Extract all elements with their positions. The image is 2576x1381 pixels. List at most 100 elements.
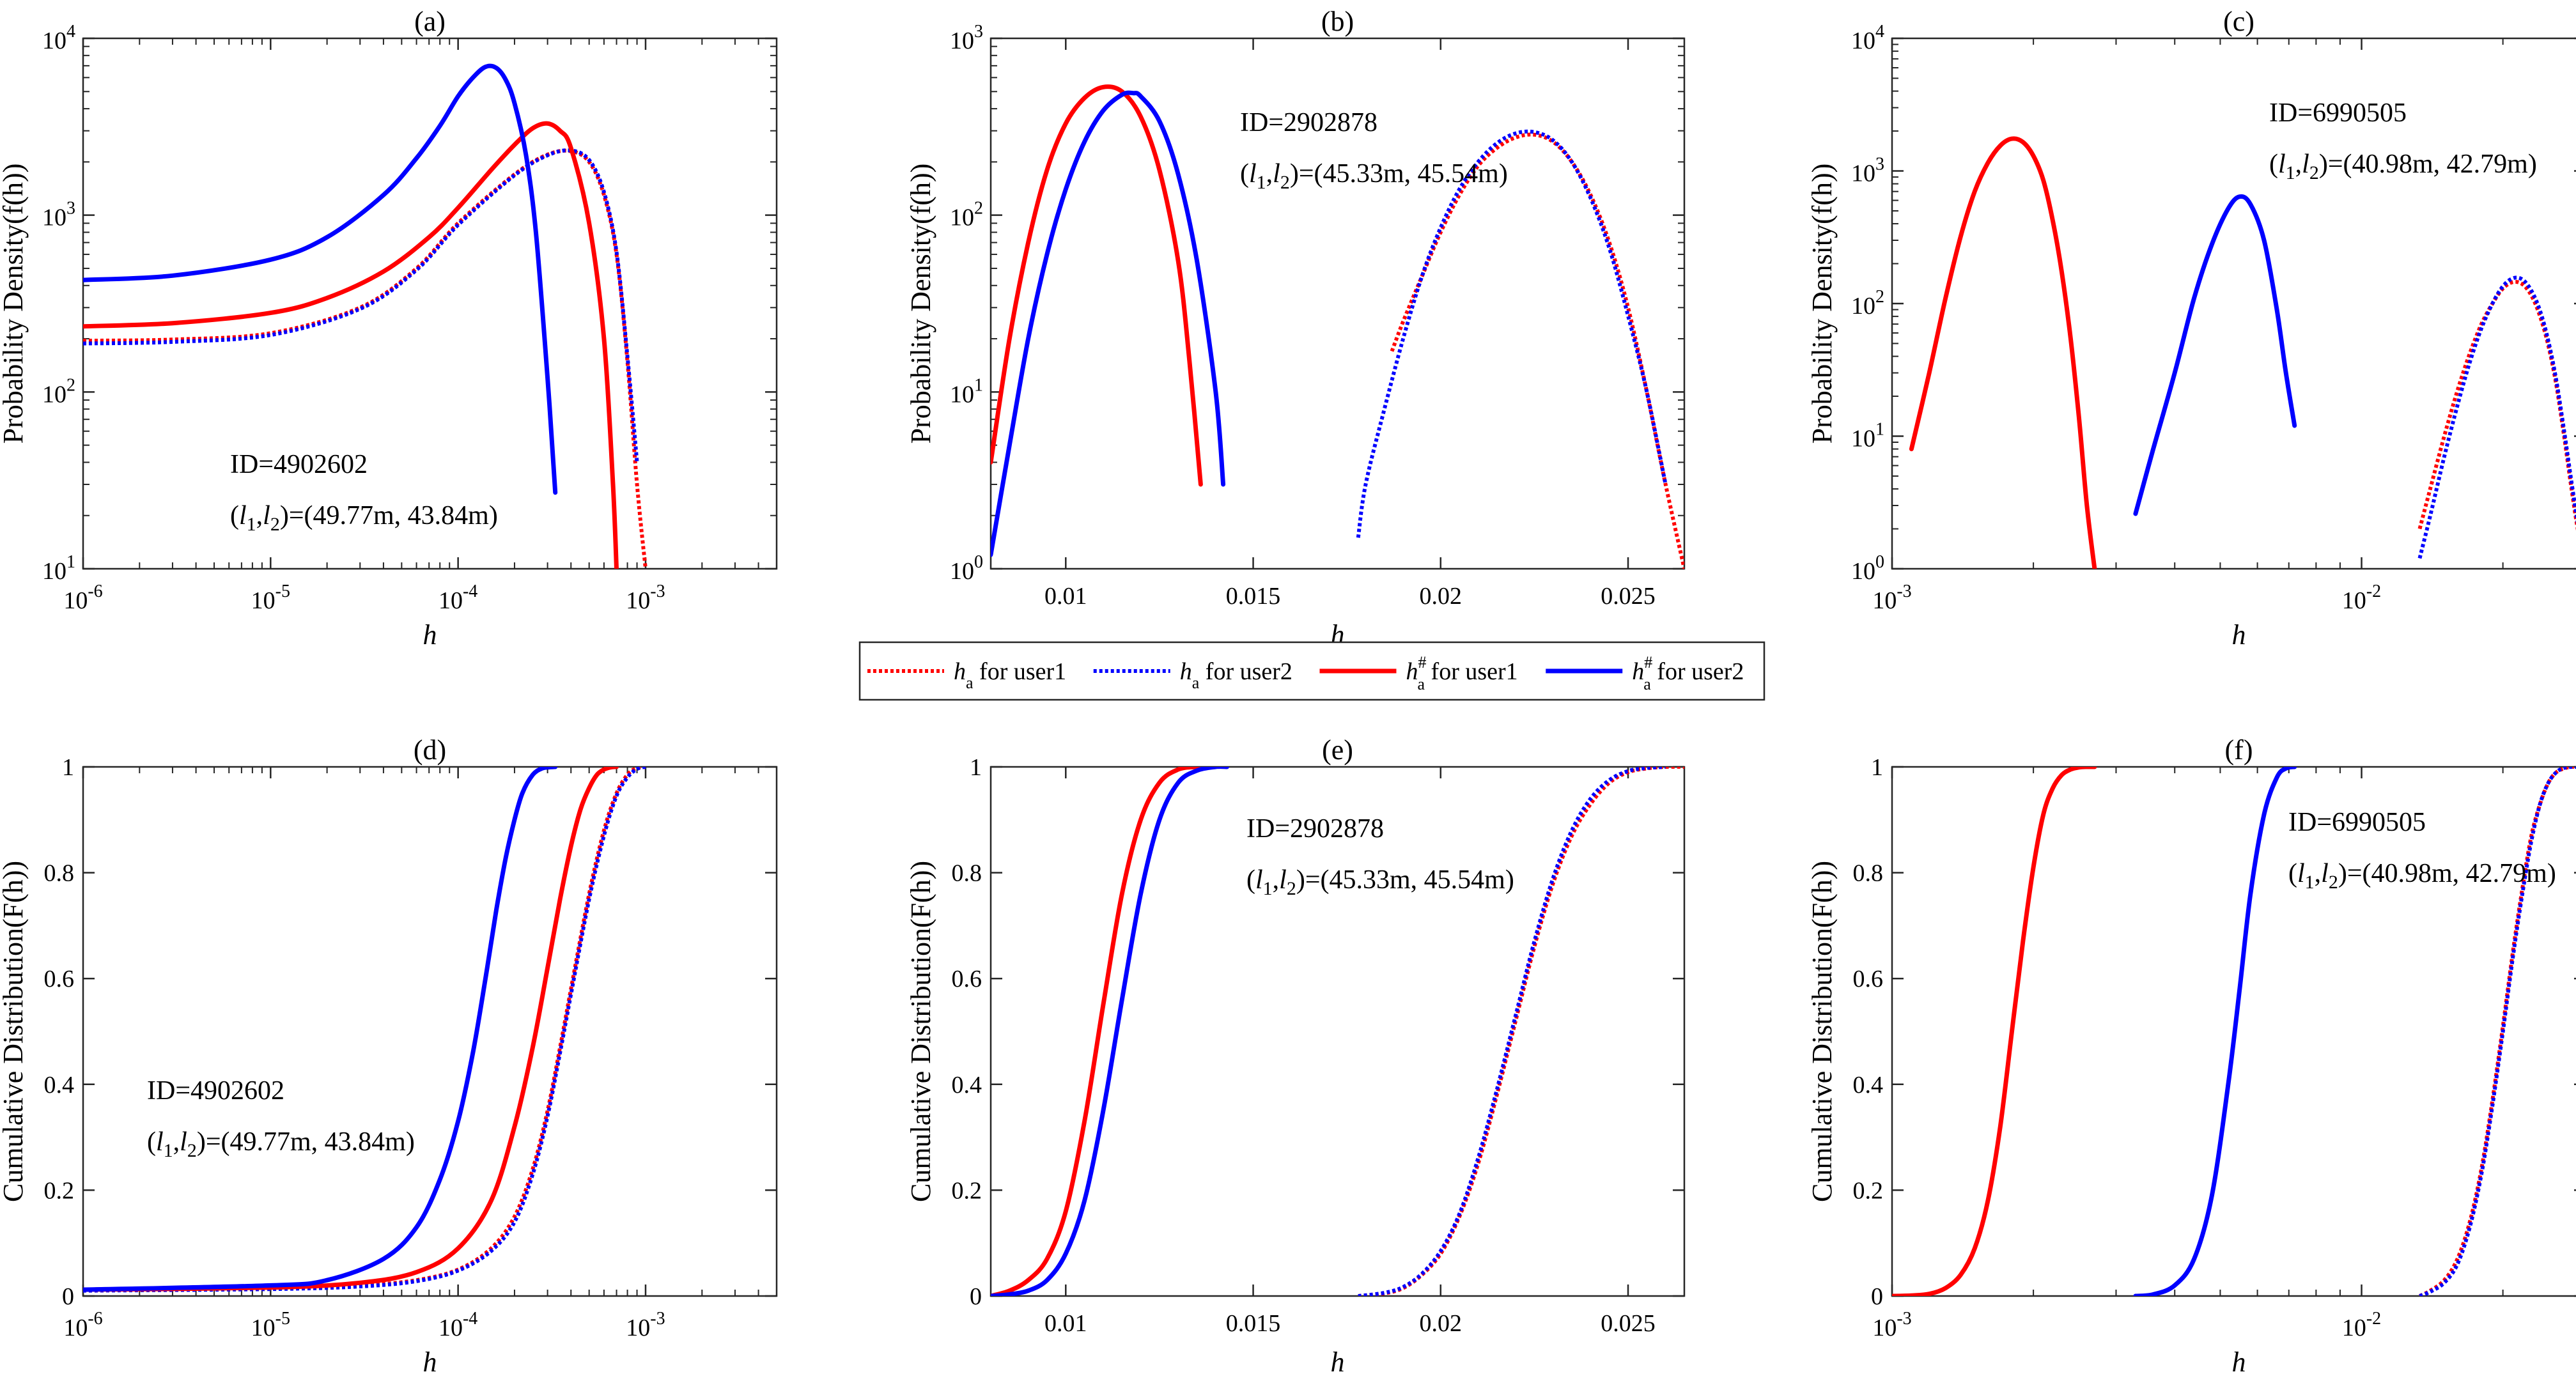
- panel-title: (f): [2225, 734, 2253, 766]
- y-axis-label: Probability Density(f(h)): [905, 164, 936, 444]
- x-tick-label: 10-3: [1872, 1309, 1911, 1341]
- x-tick-label: 10-2: [2342, 1309, 2381, 1341]
- annotation-id: ID=2902878: [1246, 814, 1384, 844]
- panel-e: 0.01 0.015 0.02 0.025 0 0.2 0.4 0.6 0.8 1 (e) h Cumu…: [905, 734, 1686, 1378]
- annotation-id: ID=4902602: [147, 1076, 284, 1106]
- series-line-ha-hash-user1: [1909, 136, 2097, 569]
- y-axis-label: Cumulative Distribution(F(h)): [1806, 861, 1838, 1202]
- axes-box: [82, 37, 778, 570]
- y-tick-label: 102: [42, 375, 75, 408]
- y-tick-label: 0.6: [1853, 966, 1884, 992]
- x-axis-label: h: [2232, 1346, 2246, 1378]
- x-axis-label: h: [1331, 1346, 1345, 1378]
- series-line-ha-user2: [1356, 129, 1668, 538]
- legend-entry-4: h# a for user2: [1632, 653, 1744, 693]
- y-tick-label: 101: [1851, 420, 1884, 452]
- y-tick-label: 103: [950, 22, 983, 54]
- y-tick-label: 0.4: [1853, 1072, 1884, 1099]
- annotation-distances: (l1,l2)=(49.77m, 43.84m): [147, 1127, 415, 1161]
- y-axis-label: Probability Density(f(h)): [0, 164, 29, 444]
- axes-box: [82, 766, 778, 1297]
- y-axis-label: Cumulative Distribution(F(h)): [905, 861, 936, 1202]
- y-tick-label: 0: [970, 1283, 982, 1310]
- series-line-ha-hash-user1: [1892, 767, 2097, 1296]
- y-axis-label: Cumulative Distribution(F(h)): [0, 861, 29, 1202]
- series-line-ha-hash-user2: [2133, 194, 2297, 516]
- annotation-distances: (l1,l2)=(40.98m, 42.79m): [2269, 150, 2537, 183]
- y-tick-label: 1: [62, 754, 74, 781]
- y-tick-label: 0.4: [952, 1072, 982, 1099]
- x-tick-label: 10-4: [438, 1309, 477, 1341]
- annotation-distances: (l1,l2)=(49.77m, 43.84m): [230, 501, 498, 535]
- x-tick-label: 10-3: [1872, 582, 1911, 614]
- y-tick-label: 100: [950, 552, 983, 585]
- y-tick-label: 103: [42, 199, 75, 231]
- annotation-id: ID=2902878: [1240, 108, 1377, 137]
- y-axis-label: Probability Density(f(h)): [1806, 164, 1838, 444]
- x-tick-label: 10-6: [63, 1309, 102, 1341]
- y-tick-label: 0: [1871, 1283, 1883, 1310]
- x-axis-label: h: [423, 1346, 437, 1378]
- y-tick-label: 102: [1851, 287, 1884, 320]
- panel-title: (b): [1321, 6, 1354, 37]
- series-line-ha-hash-user2: [2133, 767, 2297, 1296]
- legend-entry-3: h# a for user1: [1406, 653, 1518, 693]
- y-tick-label: 0.8: [1853, 860, 1884, 887]
- x-tick-label: 10-4: [438, 582, 477, 614]
- x-tick-label: 10-6: [63, 582, 102, 614]
- y-tick-label: 101: [950, 375, 983, 408]
- annotation-distances: (l1,l2)=(40.98m, 42.79m): [2288, 859, 2556, 893]
- y-tick-label: 1: [970, 754, 982, 781]
- legend: ha for user1 ha for user2 h# a for user1 h# a…: [858, 641, 1765, 701]
- y-tick-label: 0.6: [952, 966, 982, 992]
- x-tick-label: 0.025: [1601, 1310, 1656, 1337]
- axes-box: [989, 766, 1686, 1297]
- panel-title: (d): [414, 734, 446, 766]
- series-line-ha-user2: [2417, 275, 2576, 559]
- y-tick-label: 0.4: [44, 1072, 75, 1099]
- y-tick-label: 104: [42, 22, 75, 54]
- legend-entry-2: ha for user2: [1180, 658, 1292, 692]
- x-tick-label: 0.01: [1044, 583, 1087, 610]
- series-line-ha-user2: [1358, 767, 1666, 1296]
- annotation-id: ID=4902602: [230, 450, 368, 479]
- series-line-ha-hash-user1: [83, 767, 619, 1292]
- panel-c: 10-3 10-2 100 101 102 103 104 (c) h Probability D…: [1806, 6, 2576, 651]
- y-tick-label: 0.8: [952, 860, 982, 887]
- x-tick-label: 10-5: [251, 1309, 290, 1341]
- legend-entry-1: ha for user1: [954, 658, 1066, 692]
- x-tick-label: 0.02: [1420, 583, 1463, 610]
- x-tick-label: 10-5: [251, 582, 290, 614]
- y-tick-label: 0.2: [44, 1177, 75, 1204]
- y-tick-label: 101: [42, 552, 75, 585]
- panel-title: (c): [2223, 6, 2254, 37]
- y-tick-label: 0: [62, 1283, 74, 1310]
- series-line-ha-hash-user1: [83, 121, 619, 569]
- series-line-ha-user2: [83, 767, 646, 1293]
- x-tick-label: 0.015: [1226, 583, 1281, 610]
- x-tick-label: 0.025: [1601, 583, 1656, 610]
- panel-title: (a): [414, 6, 446, 37]
- series-line-ha-hash-user1: [991, 767, 1211, 1296]
- series-line-ha-hash-user2: [991, 767, 1229, 1296]
- x-axis-label: h: [2232, 619, 2246, 651]
- annotation-id: ID=6990505: [2288, 808, 2426, 837]
- series-line-ha-user1: [2419, 767, 2576, 1296]
- x-tick-label: 10-3: [626, 582, 665, 614]
- y-tick-label: 100: [1851, 552, 1884, 585]
- panel-a: 10-6 10-5 10-4 10-3 101 102 103 104 (a) h Probabil…: [0, 6, 778, 651]
- annotation-id: ID=6990505: [2269, 98, 2407, 128]
- x-tick-label: 10-2: [2342, 582, 2381, 614]
- x-tick-label: 0.015: [1226, 1310, 1281, 1337]
- panel-d: 10-6 10-5 10-4 10-3 0 0.2 0.4 0.6 0.8 1 (d) h Cumula…: [0, 734, 778, 1378]
- series-line-ha-hash-user2: [83, 767, 558, 1292]
- series-line-ha-hash-user2: [83, 63, 558, 495]
- panel-title: (e): [1322, 734, 1353, 766]
- axes-box: [1891, 766, 2576, 1297]
- panel-f: 10-3 10-2 0 0.2 0.4 0.6 0.8 1 (f) h Cumulative Dis…: [1806, 734, 2576, 1378]
- y-tick-label: 102: [950, 199, 983, 231]
- x-axis-label: h: [423, 619, 437, 651]
- series-line-ha-hash-user1: [991, 84, 1203, 487]
